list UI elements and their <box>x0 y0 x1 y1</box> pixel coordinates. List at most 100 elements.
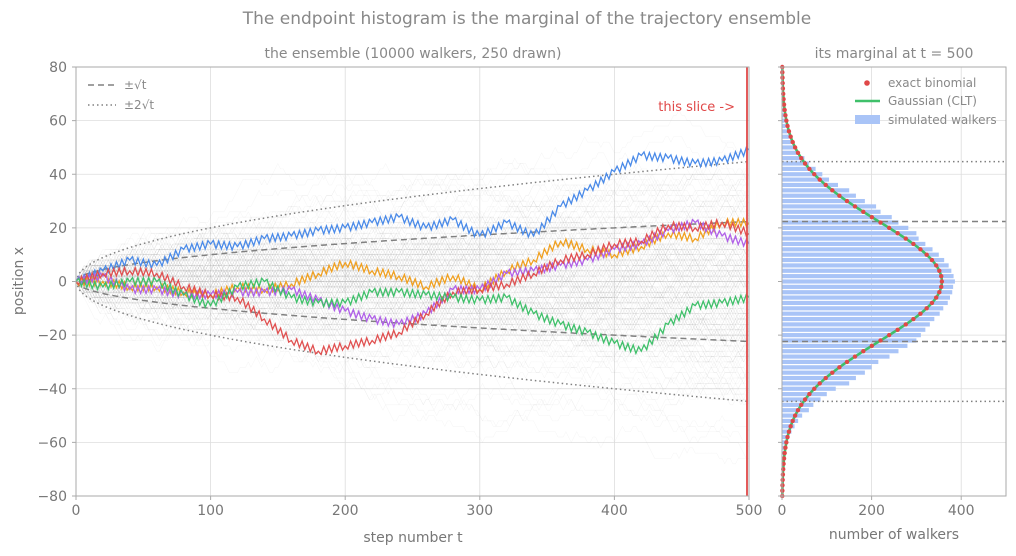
highlighted-walker-1 <box>75 146 750 285</box>
background-walker <box>75 259 750 325</box>
background-walker <box>76 280 750 417</box>
background-walker <box>75 163 750 282</box>
histogram-bar <box>782 257 945 263</box>
binomial-point <box>799 402 804 408</box>
binomial-point <box>911 316 916 322</box>
background-walker <box>75 221 749 336</box>
background-walker <box>76 200 749 293</box>
histogram-bar <box>782 359 879 365</box>
background-walker <box>75 249 749 363</box>
binomial-point <box>785 434 790 440</box>
background-walker <box>76 259 750 325</box>
ensemble-panel: the ensemble (10000 walkers, 250 drawn) … <box>11 46 762 546</box>
binomial-point <box>782 107 787 113</box>
figure-suptitle: The endpoint histogram is the marginal o… <box>242 9 811 29</box>
binomial-point <box>807 166 812 172</box>
ensemble-ytick-label: −80 <box>37 489 67 505</box>
background-walker <box>76 221 750 304</box>
histogram-bar <box>782 316 935 322</box>
histogram-bar <box>782 290 953 295</box>
legend-histogram-swatch <box>855 115 880 124</box>
background-walker <box>75 232 750 283</box>
background-walker <box>76 254 749 298</box>
ensemble-ytick-label: −60 <box>37 435 67 451</box>
binomial-point <box>788 424 793 429</box>
binomial-point <box>861 209 866 214</box>
background-walker <box>75 280 749 379</box>
background-walker <box>76 211 750 309</box>
ensemble-xtick-label: 400 <box>601 503 628 519</box>
histogram-bar <box>782 381 850 386</box>
histogram-bar <box>782 279 955 284</box>
background-walker <box>75 254 749 331</box>
binomial-point <box>911 241 916 247</box>
histogram-bar <box>782 225 909 230</box>
background-walker <box>76 265 749 336</box>
background-walker <box>76 270 749 358</box>
background-walker <box>75 238 750 352</box>
histogram-bar <box>782 231 917 236</box>
background-walker <box>75 152 750 299</box>
two-sqrt-t-envelope <box>75 160 750 282</box>
background-walker <box>76 168 749 288</box>
histogram-bar <box>782 429 792 434</box>
histogram-bar <box>782 134 790 139</box>
background-walker <box>76 243 750 320</box>
background-walker <box>76 232 749 309</box>
histogram-bar <box>782 418 799 424</box>
binomial-point <box>903 236 908 241</box>
histogram-bar <box>782 408 809 413</box>
ensemble-highlighted-walkers <box>75 146 750 356</box>
background-walker <box>76 270 749 342</box>
background-walker <box>76 216 750 331</box>
background-walker <box>75 265 750 368</box>
ensemble-legend: ±√t ±2√t <box>88 78 154 112</box>
background-walker <box>75 243 749 357</box>
background-walker <box>75 254 750 309</box>
ensemble-xtick-label: 100 <box>197 503 224 519</box>
background-walker <box>76 270 750 363</box>
legend-binomial-label: exact binomial <box>888 76 976 90</box>
background-walker <box>76 232 749 299</box>
binomial-point <box>790 139 795 145</box>
binomial-point <box>782 450 787 456</box>
background-walker <box>76 184 750 282</box>
binomial-point <box>802 397 808 402</box>
histogram-bar <box>782 375 856 381</box>
binomial-point <box>844 359 850 365</box>
background-walker <box>76 216 749 336</box>
background-walker <box>76 259 749 406</box>
background-walker <box>75 259 750 395</box>
binomial-point <box>795 150 801 155</box>
background-walker <box>76 259 749 342</box>
background-walker <box>75 216 750 282</box>
background-walker <box>76 259 750 320</box>
background-walker <box>76 281 750 422</box>
binomial-point <box>780 80 785 86</box>
background-walker <box>75 259 749 304</box>
ensemble-xtick-label: 0 <box>72 503 81 519</box>
background-walker <box>75 195 750 304</box>
binomial-point <box>861 349 866 354</box>
histogram-bar <box>782 343 908 348</box>
background-walker <box>76 232 750 298</box>
background-walker <box>76 216 750 293</box>
background-walker <box>75 173 750 282</box>
ensemble-ytick-label: −40 <box>37 382 67 398</box>
background-walker <box>75 152 749 304</box>
binomial-point <box>939 273 944 279</box>
binomial-point <box>780 472 786 477</box>
background-walker <box>75 173 749 347</box>
histogram-bar <box>782 354 890 359</box>
background-walker <box>76 238 750 347</box>
ensemble-xtick-label: 500 <box>736 503 763 519</box>
binomial-point <box>937 290 942 295</box>
background-walker <box>75 232 749 298</box>
histogram-bar <box>782 295 950 300</box>
binomial-point <box>929 257 935 263</box>
marginal-reference-lines <box>782 160 1006 403</box>
legend-2sqrt-t-label: ±2√t <box>124 98 154 112</box>
marginal-panel: its marginal at t = 500 0 200 400 exact bi… <box>778 46 1007 543</box>
binomial-point <box>895 327 900 332</box>
background-walker <box>75 275 750 336</box>
